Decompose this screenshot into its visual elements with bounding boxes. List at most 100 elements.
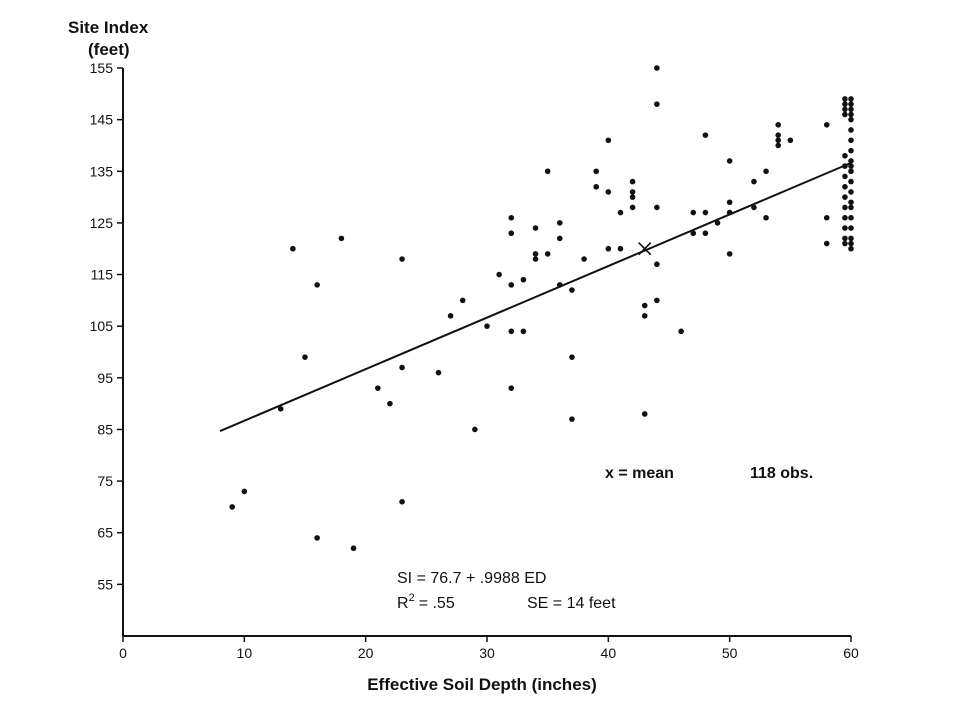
data-point bbox=[544, 251, 551, 257]
data-point bbox=[848, 158, 854, 164]
data-point bbox=[775, 132, 781, 138]
data-point bbox=[726, 158, 733, 164]
data-point bbox=[641, 313, 648, 319]
data-point bbox=[848, 116, 854, 123]
data-point bbox=[593, 183, 599, 190]
data-point bbox=[472, 426, 478, 433]
data-point bbox=[641, 302, 648, 309]
data-point bbox=[842, 225, 848, 231]
data-point bbox=[387, 400, 393, 407]
data-points bbox=[229, 65, 854, 552]
data-point bbox=[848, 178, 854, 185]
r-squared-prefix: R bbox=[397, 595, 409, 612]
data-point bbox=[569, 416, 575, 422]
data-point bbox=[508, 230, 515, 237]
data-point bbox=[702, 132, 709, 138]
y-tick-label: 145 bbox=[90, 112, 114, 128]
data-point bbox=[350, 545, 357, 552]
data-point bbox=[241, 488, 248, 495]
x-tick-label: 60 bbox=[843, 645, 859, 661]
data-point bbox=[848, 137, 854, 144]
y-tick-label: 115 bbox=[91, 267, 114, 283]
data-point bbox=[508, 214, 515, 221]
data-point bbox=[569, 287, 575, 293]
data-point bbox=[629, 189, 636, 195]
data-point bbox=[751, 204, 757, 211]
y-tick-label: 85 bbox=[97, 421, 113, 437]
data-point bbox=[508, 385, 515, 391]
y-axis-title-line1: Site Index bbox=[68, 18, 149, 37]
data-point bbox=[654, 204, 660, 211]
data-point bbox=[726, 251, 733, 257]
data-point bbox=[690, 209, 697, 216]
r-squared-label: R2 = .55 bbox=[397, 592, 455, 612]
data-point bbox=[399, 498, 405, 505]
data-point bbox=[842, 214, 848, 221]
data-point bbox=[605, 189, 612, 195]
y-tick-label: 135 bbox=[90, 163, 114, 179]
data-point bbox=[557, 235, 563, 242]
r-squared-value: = .55 bbox=[419, 595, 455, 612]
data-point bbox=[617, 245, 624, 252]
data-point bbox=[593, 168, 599, 175]
data-point bbox=[823, 240, 830, 247]
data-point bbox=[314, 535, 320, 541]
data-point bbox=[848, 168, 854, 175]
y-tick-label: 125 bbox=[90, 215, 114, 231]
legend-mean-label: x = mean bbox=[605, 465, 674, 482]
data-point bbox=[848, 189, 854, 195]
data-point bbox=[726, 199, 733, 206]
data-point bbox=[629, 194, 636, 200]
y-tick-label: 105 bbox=[90, 318, 114, 334]
data-point bbox=[714, 220, 721, 226]
data-point bbox=[605, 245, 612, 252]
data-point bbox=[842, 173, 848, 180]
data-point bbox=[763, 168, 769, 175]
data-point bbox=[447, 313, 454, 319]
data-point bbox=[823, 214, 830, 221]
data-point bbox=[848, 147, 854, 154]
data-point bbox=[314, 282, 320, 288]
x-tick-label: 30 bbox=[479, 645, 495, 661]
data-point bbox=[532, 251, 539, 257]
data-point bbox=[557, 220, 563, 226]
y-tick-label: 55 bbox=[97, 576, 113, 592]
data-point bbox=[842, 101, 848, 107]
y-axis-title-line2: (feet) bbox=[88, 40, 130, 59]
data-point bbox=[848, 214, 854, 221]
data-point bbox=[654, 261, 660, 268]
data-point bbox=[842, 183, 848, 190]
data-point bbox=[641, 411, 648, 417]
data-point bbox=[654, 101, 660, 107]
data-point bbox=[678, 328, 684, 335]
data-point bbox=[702, 209, 709, 216]
data-point bbox=[605, 137, 612, 144]
data-point bbox=[290, 245, 296, 252]
data-point bbox=[842, 152, 848, 159]
data-point bbox=[848, 127, 854, 133]
data-point bbox=[842, 106, 848, 113]
data-point bbox=[848, 204, 854, 211]
data-point bbox=[532, 225, 539, 231]
x-tick-label: 0 bbox=[119, 645, 127, 661]
data-point bbox=[629, 204, 636, 211]
data-point bbox=[520, 328, 527, 335]
data-point bbox=[459, 297, 466, 304]
data-point bbox=[848, 199, 854, 206]
data-point bbox=[508, 328, 515, 335]
data-point bbox=[848, 163, 854, 169]
x-tick-label: 10 bbox=[237, 645, 253, 661]
data-point bbox=[848, 235, 854, 242]
data-point bbox=[569, 354, 575, 360]
legend-obs-label: 118 obs. bbox=[750, 465, 813, 482]
data-point bbox=[842, 96, 848, 102]
data-point bbox=[842, 235, 848, 242]
regression-line bbox=[219, 161, 852, 432]
data-point bbox=[520, 276, 527, 283]
y-tick-label: 155 bbox=[90, 60, 114, 76]
data-point bbox=[775, 137, 781, 144]
y-ticks: 55 65 75 85 95 105 115 125 135 145 155 bbox=[90, 60, 123, 592]
data-point bbox=[848, 106, 854, 113]
data-point bbox=[544, 168, 551, 175]
